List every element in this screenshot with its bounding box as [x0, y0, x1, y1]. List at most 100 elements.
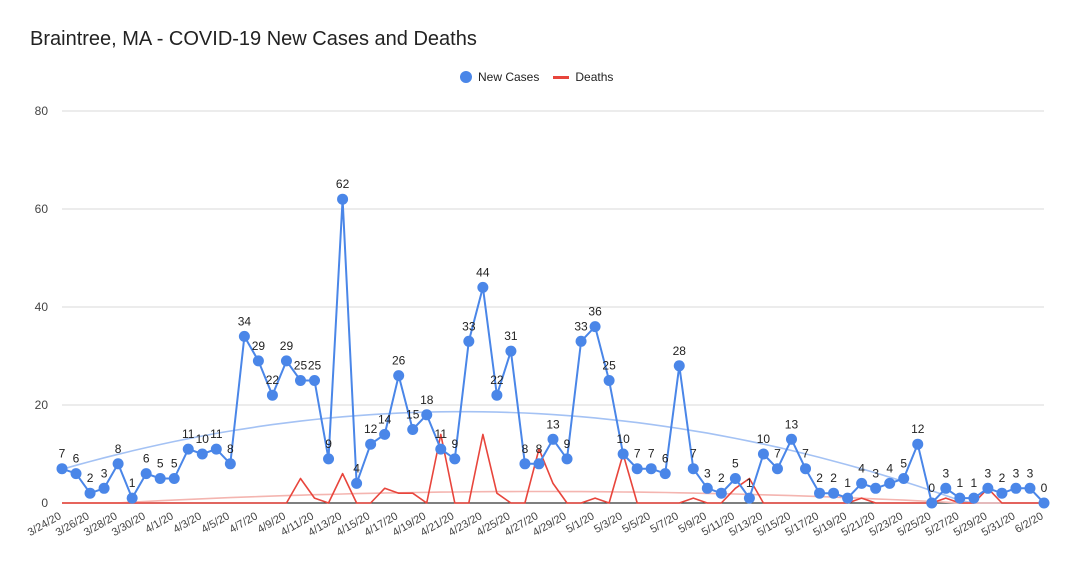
- y-tick-label: 80: [35, 104, 49, 118]
- data-label: 36: [588, 305, 602, 319]
- x-tick-label: 5/7/20: [648, 510, 680, 536]
- legend-item-new-cases: New Cases: [460, 70, 539, 84]
- data-label: 4: [858, 461, 865, 475]
- data-point: [870, 482, 882, 494]
- data-label: 2: [830, 471, 837, 485]
- data-point: [365, 438, 377, 450]
- data-point: [210, 443, 222, 455]
- data-label: 33: [574, 319, 588, 333]
- data-point: [785, 433, 797, 445]
- data-label: 2: [999, 471, 1006, 485]
- data-point: [575, 335, 587, 347]
- x-tick-label: 6/2/20: [1013, 510, 1045, 536]
- data-label: 7: [648, 447, 655, 461]
- data-label: 29: [280, 339, 294, 353]
- data-label: 4: [353, 461, 360, 475]
- data-label: 9: [325, 437, 332, 451]
- data-point: [884, 477, 896, 489]
- data-label: 10: [616, 432, 630, 446]
- data-point: [701, 482, 713, 494]
- x-tick-label: 5/3/20: [592, 510, 624, 536]
- data-label: 1: [844, 476, 851, 490]
- data-point: [337, 193, 349, 205]
- data-label: 13: [785, 417, 799, 431]
- data-label: 1: [971, 476, 978, 490]
- data-point: [70, 468, 82, 480]
- data-point: [126, 492, 138, 504]
- data-label: 2: [87, 471, 94, 485]
- data-label: 9: [451, 437, 458, 451]
- x-tick-label: 4/5/20: [199, 510, 231, 536]
- data-point: [898, 473, 910, 484]
- data-label: 3: [704, 466, 711, 480]
- data-label: 8: [536, 442, 543, 456]
- data-label: 0: [928, 481, 935, 495]
- data-point: [449, 453, 461, 465]
- data-label: 7: [634, 447, 641, 461]
- data-point: [828, 487, 840, 499]
- data-point: [140, 468, 152, 480]
- data-point: [729, 473, 741, 484]
- data-point: [393, 370, 405, 382]
- data-point: [926, 497, 938, 509]
- y-tick-label: 40: [35, 300, 49, 314]
- data-point: [84, 487, 96, 499]
- data-point: [617, 448, 629, 460]
- trendline: [62, 490, 1044, 504]
- data-point: [323, 453, 335, 465]
- data-label: 10: [196, 432, 210, 446]
- data-label: 2: [816, 471, 823, 485]
- data-point: [351, 477, 363, 489]
- data-label: 62: [336, 177, 350, 191]
- x-tick-label: 4/1/20: [143, 510, 175, 536]
- y-tick-label: 20: [35, 398, 49, 412]
- data-point: [463, 335, 475, 347]
- data-label: 5: [900, 457, 907, 471]
- data-point: [631, 463, 643, 475]
- data-point: [533, 458, 545, 470]
- data-label: 34: [238, 314, 252, 328]
- data-label: 11: [435, 427, 448, 441]
- data-point: [659, 468, 671, 480]
- data-label: 25: [602, 359, 616, 373]
- data-label: 4: [886, 461, 893, 475]
- data-point: [98, 482, 110, 494]
- x-tick-label: 5/1/20: [564, 510, 596, 536]
- data-label: 11: [210, 427, 223, 441]
- data-label: 22: [490, 373, 504, 387]
- data-point: [715, 487, 727, 499]
- data-label: 22: [266, 373, 280, 387]
- x-tick-label: 4/3/20: [171, 510, 203, 536]
- data-point: [982, 482, 994, 494]
- data-point: [771, 463, 783, 475]
- data-label: 25: [294, 359, 308, 373]
- legend-item-deaths: Deaths: [553, 70, 613, 84]
- data-point: [238, 330, 250, 342]
- data-point: [505, 345, 517, 357]
- data-point: [252, 355, 264, 367]
- data-point: [940, 482, 952, 494]
- data-point: [954, 492, 966, 504]
- data-point: [687, 463, 699, 475]
- data-point: [1038, 497, 1050, 509]
- data-point: [309, 375, 321, 386]
- data-label: 3: [101, 466, 108, 480]
- data-label: 18: [420, 393, 434, 407]
- data-point: [224, 458, 236, 470]
- data-label: 3: [942, 466, 949, 480]
- data-point: [477, 281, 489, 293]
- legend-marker-deaths: [553, 75, 570, 79]
- data-label: 3: [872, 466, 879, 480]
- data-point: [589, 321, 601, 333]
- data-point: [491, 389, 503, 401]
- data-label: 15: [406, 408, 420, 422]
- data-label: 3: [1013, 466, 1020, 480]
- data-label: 9: [564, 437, 571, 451]
- data-point: [968, 492, 980, 504]
- data-label: 6: [662, 452, 669, 466]
- data-point: [645, 463, 657, 475]
- data-point: [519, 458, 531, 470]
- data-label: 31: [504, 329, 518, 343]
- series-line: [61, 198, 1045, 504]
